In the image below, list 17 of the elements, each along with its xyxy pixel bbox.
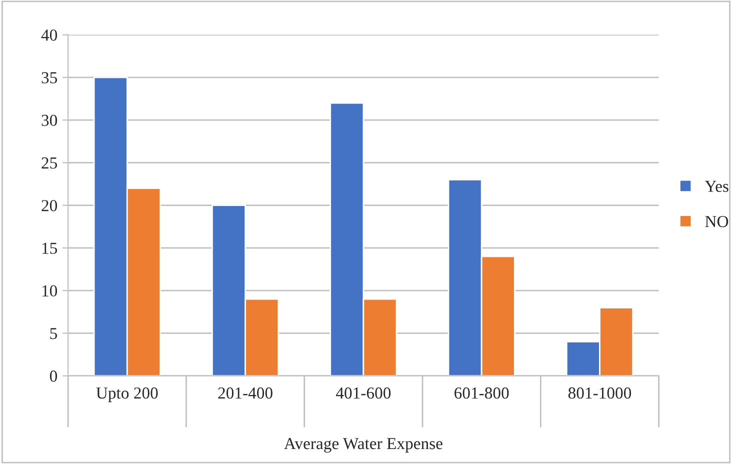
x-tick-label: 401-600: [336, 387, 391, 399]
y-tick-label: 30: [42, 114, 58, 126]
x-tick-label: 601-800: [454, 387, 509, 399]
y-tick-label: 0: [50, 370, 58, 382]
legend-label: NO: [705, 216, 728, 228]
y-tick-label: 5: [50, 328, 58, 340]
y-tick-label: 10: [42, 285, 58, 297]
y-tick-label: 20: [42, 200, 58, 212]
y-tick-label: 15: [42, 242, 58, 254]
x-tick-label: 201-400: [218, 387, 272, 399]
y-tick-label: 40: [41, 30, 58, 41]
y-tick-label: 35: [42, 72, 58, 84]
x-tick-label: Upto 200: [96, 387, 158, 402]
x-axis-title: Average Water Expense: [284, 438, 442, 453]
x-tick-label: 801-1000: [568, 387, 632, 399]
legend-label: Yes: [704, 180, 728, 192]
y-tick-label: 25: [42, 157, 58, 169]
